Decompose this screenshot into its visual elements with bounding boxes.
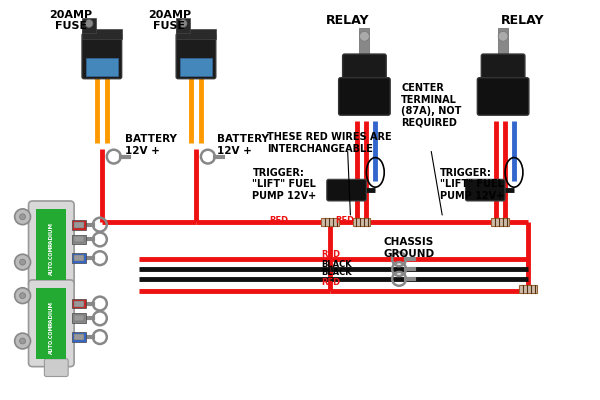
Text: TRIGGER:
"LIFT" FUEL
PUMP 12V+: TRIGGER: "LIFT" FUEL PUMP 12V+ [440, 168, 504, 201]
Text: RADIUM: RADIUM [49, 222, 54, 247]
Text: RED: RED [321, 250, 340, 258]
Bar [72, 220, 86, 230]
FancyBboxPatch shape [478, 78, 529, 115]
Text: BLACK: BLACK [321, 268, 352, 278]
Circle shape [359, 31, 370, 41]
Circle shape [14, 254, 31, 270]
Text: RELAY: RELAY [326, 14, 370, 27]
Circle shape [14, 288, 31, 304]
FancyBboxPatch shape [327, 179, 367, 201]
FancyBboxPatch shape [481, 54, 525, 84]
Bar [37, 209, 66, 280]
FancyBboxPatch shape [29, 280, 74, 367]
FancyBboxPatch shape [176, 33, 216, 79]
Bar [74, 236, 84, 242]
Circle shape [20, 259, 26, 265]
Bar [491, 218, 509, 226]
Bar [74, 255, 84, 261]
FancyBboxPatch shape [82, 33, 122, 79]
Bar [82, 18, 96, 33]
Text: 20AMP
FUSE: 20AMP FUSE [148, 10, 191, 31]
Bar [353, 218, 370, 226]
Text: CHASSIS
GROUND: CHASSIS GROUND [383, 237, 434, 259]
Bar [74, 334, 84, 340]
FancyBboxPatch shape [44, 280, 68, 298]
Text: BLACK: BLACK [321, 260, 352, 269]
Circle shape [85, 20, 93, 28]
Bar [82, 30, 122, 39]
Bar [86, 58, 118, 76]
Text: RED: RED [269, 216, 289, 225]
Circle shape [498, 31, 508, 41]
Bar [74, 315, 84, 321]
Bar [176, 18, 190, 33]
Bar [72, 332, 86, 342]
Circle shape [20, 214, 26, 220]
FancyBboxPatch shape [343, 54, 386, 84]
Text: RELAY: RELAY [501, 14, 545, 27]
Bar [72, 253, 86, 263]
FancyBboxPatch shape [29, 201, 74, 288]
Text: AUTO.COM: AUTO.COM [49, 246, 54, 275]
Circle shape [179, 20, 187, 28]
Bar [359, 28, 370, 58]
Text: BATTERY
12V +: BATTERY 12V + [217, 134, 269, 156]
Bar [72, 314, 86, 323]
Circle shape [14, 209, 31, 225]
Circle shape [20, 338, 26, 344]
Circle shape [20, 293, 26, 299]
FancyBboxPatch shape [466, 179, 505, 201]
Bar [74, 222, 84, 228]
Text: AUTO.COM: AUTO.COM [49, 324, 54, 354]
Text: TRIGGER:
"LIFT" FUEL
PUMP 12V+: TRIGGER: "LIFT" FUEL PUMP 12V+ [253, 168, 317, 201]
Bar [74, 300, 84, 306]
Bar [37, 288, 66, 359]
Text: RADIUM: RADIUM [49, 301, 54, 326]
Bar [519, 285, 537, 293]
Bar [180, 58, 212, 76]
Text: THESE RED WIRES ARE
INTERCHANGEABLE: THESE RED WIRES ARE INTERCHANGEABLE [268, 132, 392, 154]
Bar [72, 234, 86, 244]
Text: RED: RED [335, 216, 354, 225]
Circle shape [14, 333, 31, 349]
Text: 20AMP
FUSE: 20AMP FUSE [50, 10, 93, 31]
Bar [72, 299, 86, 308]
FancyBboxPatch shape [338, 78, 390, 115]
Text: RED: RED [321, 278, 340, 287]
Text: BATTERY
12V +: BATTERY 12V + [125, 134, 176, 156]
Bar [321, 218, 338, 226]
FancyBboxPatch shape [44, 359, 68, 376]
Bar [498, 28, 508, 58]
Text: CENTER
TERMINAL
(87A), NOT
REQUIRED: CENTER TERMINAL (87A), NOT REQUIRED [401, 83, 461, 128]
Bar [176, 30, 216, 39]
